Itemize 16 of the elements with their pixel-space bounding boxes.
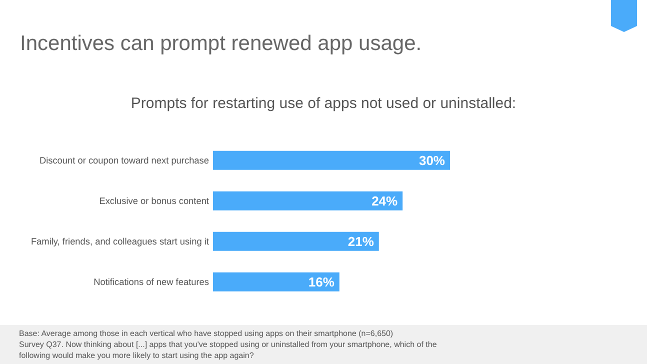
text: Base: Average among those in each vertical who have stopped using apps on their smartphone (n=6,650) (19, 328, 394, 339)
data-label: 16% (308, 274, 335, 290)
data-label: 21% (348, 234, 374, 250)
bar (213, 191, 403, 210)
bar (213, 232, 379, 251)
y-tick-label: Exclusive or bonus content (99, 196, 210, 206)
data-label: 24% (372, 194, 398, 209)
y-tick-label: Notifications of new features (94, 276, 210, 287)
bar (213, 272, 340, 292)
y-tick-label: Discount or coupon toward next purchase (39, 155, 209, 166)
chart-subtitle: Prompts for restarting use of apps not used or uninstalled: (130, 95, 518, 112)
chart-title: Incentives can prompt renewed app usage. (20, 32, 422, 56)
text: Survey Q37. Now thinking about [...] apps that you've stopped using or uninstalled from your smartphone, which of the following would make you more likely to start using the app again? (19, 339, 438, 361)
y-tick-label: Family, friends, and colleagues start using it (30, 236, 210, 246)
bar (213, 150, 450, 170)
data-label: 30% (418, 153, 446, 168)
